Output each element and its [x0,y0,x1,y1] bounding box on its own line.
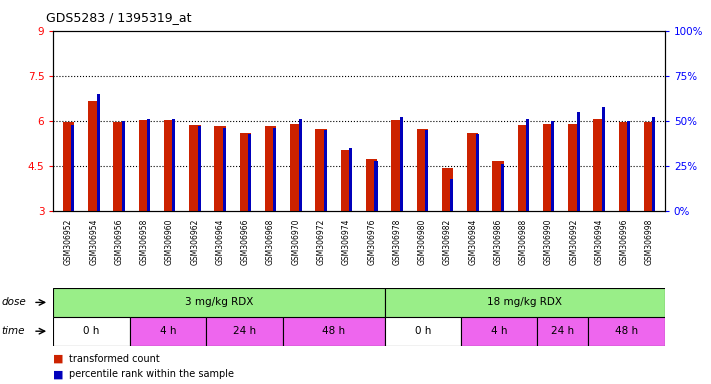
Bar [627,121,630,211]
Text: ■: ■ [53,369,64,379]
Text: 24 h: 24 h [232,326,256,336]
Bar [349,148,352,211]
Bar [299,119,301,211]
Text: 18 mg/kg RDX: 18 mg/kg RDX [487,297,562,308]
Text: 4 h: 4 h [491,326,508,336]
Bar [492,161,503,211]
Bar [215,126,226,211]
Bar [461,317,538,346]
Bar [147,119,150,211]
Bar [206,317,283,346]
Bar [139,120,150,211]
Bar [589,317,665,346]
Bar [71,124,75,211]
Text: ■: ■ [53,354,64,364]
Text: 24 h: 24 h [551,326,574,336]
Text: percentile rank within the sample: percentile rank within the sample [69,369,234,379]
Bar [385,288,665,317]
Bar [316,129,327,211]
Bar [391,120,402,211]
Bar [129,317,206,346]
Bar [417,129,428,211]
Bar [594,119,605,211]
Bar [88,101,100,211]
Text: 4 h: 4 h [160,326,176,336]
Bar [602,106,605,211]
Bar [450,179,454,211]
Bar [476,134,479,211]
Bar [274,128,277,211]
Bar [198,126,201,211]
Bar [122,121,125,211]
Bar [538,317,589,346]
Bar [290,124,301,211]
Text: 0 h: 0 h [415,326,431,336]
Bar [53,317,129,346]
Text: GDS5283 / 1395319_at: GDS5283 / 1395319_at [46,12,192,25]
Text: 48 h: 48 h [615,326,638,336]
Text: 0 h: 0 h [83,326,100,336]
Bar [518,126,529,211]
Bar [248,134,251,211]
Bar [551,121,555,211]
Bar [467,133,479,211]
Bar [501,164,504,211]
Bar [653,118,656,211]
Bar [172,119,176,211]
Text: 48 h: 48 h [322,326,345,336]
Bar [53,288,385,317]
Bar [223,128,226,211]
Text: time: time [1,326,25,336]
Bar [644,122,656,211]
Text: 3 mg/kg RDX: 3 mg/kg RDX [185,297,253,308]
Bar [526,119,529,211]
Bar [324,130,327,211]
Bar [425,130,428,211]
Bar [400,118,403,211]
Bar [442,169,453,211]
Bar [385,317,461,346]
Bar [113,122,124,211]
Bar [265,126,277,211]
Text: dose: dose [1,297,26,308]
Bar [63,122,74,211]
Bar [375,161,378,211]
Bar [568,124,579,211]
Bar [97,94,100,211]
Bar [577,112,579,211]
Text: transformed count: transformed count [69,354,160,364]
Bar [619,122,630,211]
Bar [189,126,201,211]
Bar [366,159,378,211]
Bar [164,120,175,211]
Bar [341,149,352,211]
Bar [543,124,555,211]
Bar [283,317,385,346]
Bar [240,133,251,211]
